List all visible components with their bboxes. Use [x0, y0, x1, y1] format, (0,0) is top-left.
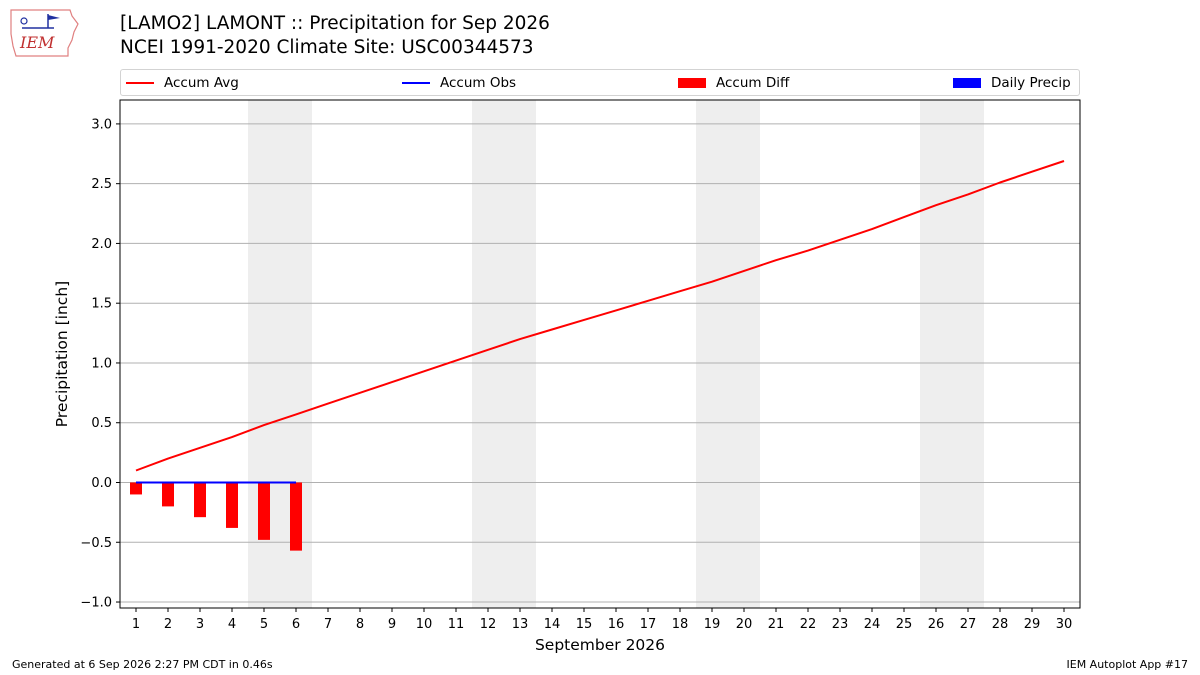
legend-swatch-accum-diff: [678, 77, 706, 88]
x-tick-label: 12: [480, 617, 497, 632]
footer-generated: Generated at 6 Sep 2026 2:27 PM CDT in 0…: [12, 658, 273, 671]
x-tick-label: 5: [260, 617, 268, 632]
legend-item-accum-avg: Accum Avg: [126, 70, 239, 95]
plot-frame: [119, 99, 1081, 609]
legend-swatch-daily-precip: [953, 77, 981, 88]
x-axis-label: September 2026: [535, 636, 665, 654]
x-tick-label: 15: [576, 617, 593, 632]
y-tick-label: 2.0: [91, 237, 112, 252]
weekend-shade-day-19: [696, 100, 728, 608]
y-tick-label: −1.0: [80, 596, 112, 611]
accum-diff-bar-day-5: [258, 482, 270, 540]
legend-swatch-accum-obs: [402, 81, 430, 84]
accum-avg-line: [135, 160, 1065, 472]
x-tick-label: 29: [1024, 617, 1041, 632]
x-tick-label: 10: [416, 617, 433, 632]
legend-item-accum-diff: Accum Diff: [678, 70, 789, 95]
y-tick-label: 1.5: [91, 297, 112, 312]
footer-app: IEM Autoplot App #17: [1066, 658, 1189, 671]
x-tick-label: 3: [196, 617, 204, 632]
accum-diff-bar-day-2: [162, 482, 174, 507]
y-tick-label: 2.5: [91, 177, 112, 192]
legend-label-accum-avg: Accum Avg: [164, 74, 239, 91]
x-tick-label: 30: [1056, 617, 1073, 632]
y-tick-label: 3.0: [91, 117, 112, 132]
weekend-shade-day-20: [728, 100, 760, 608]
y-tick-label: 1.0: [91, 356, 112, 371]
y-axis-ticks: 3.0 2.5 2.0 1.5 1.0 0.5 0.0 −0.5 −1.0: [80, 117, 120, 611]
title-line-1: [LAMO2] LAMONT :: Precipitation for Sep …: [120, 13, 550, 34]
x-tick-label: 24: [864, 617, 881, 632]
legend-item-accum-obs: Accum Obs: [402, 70, 516, 95]
accum-diff-bars: [130, 482, 302, 551]
x-tick-label: 16: [608, 617, 625, 632]
legend-swatch-accum-avg: [126, 81, 154, 84]
title-line-2: NCEI 1991-2020 Climate Site: USC00344573: [120, 37, 534, 58]
x-tick-label: 1: [132, 617, 140, 632]
x-axis-ticks: 1 2 3 4 5 6 7 8 9 10 11 12 13 14 15 16 17 18 19 20 21 22 23 24 2…: [132, 608, 1072, 632]
x-tick-label: 22: [800, 617, 817, 632]
x-tick-label: 6: [292, 617, 300, 632]
iem-logo: IEM: [10, 9, 79, 57]
x-tick-label: 28: [992, 617, 1009, 632]
x-tick-label: 8: [356, 617, 364, 632]
x-tick-label: 13: [512, 617, 529, 632]
y-tick-label: 0.5: [91, 416, 112, 431]
x-tick-label: 18: [672, 617, 689, 632]
accum-diff-bar-day-1: [130, 482, 142, 495]
x-tick-label: 26: [928, 617, 945, 632]
iowa-outline-icon: [10, 9, 79, 57]
accum-diff-bar-day-6: [290, 482, 302, 551]
x-tick-label: 7: [324, 617, 332, 632]
x-tick-label: 19: [704, 617, 721, 632]
chart-legend: Accum Avg Accum Obs Accum Diff Daily Pre…: [120, 69, 1080, 96]
series-lines: [135, 160, 1065, 484]
x-tick-label: 25: [896, 617, 913, 632]
weekend-shading: [248, 100, 984, 608]
x-tick-label: 27: [960, 617, 977, 632]
y-tick-label: 0.0: [91, 476, 112, 491]
x-tick-label: 23: [832, 617, 849, 632]
legend-label-accum-obs: Accum Obs: [440, 74, 517, 91]
accum-diff-bar-day-4: [226, 482, 238, 528]
x-tick-label: 9: [388, 617, 396, 632]
weekend-shade-day-13: [504, 100, 536, 608]
weekend-shade-day-27: [952, 100, 984, 608]
legend-item-daily-precip: Daily Precip: [953, 70, 1071, 95]
x-tick-label: 14: [544, 617, 561, 632]
x-tick-label: 11: [448, 617, 465, 632]
x-tick-label: 21: [768, 617, 785, 632]
x-tick-label: 4: [228, 617, 236, 632]
legend-label-daily-precip: Daily Precip: [991, 74, 1071, 91]
y-tick-label: −0.5: [80, 536, 112, 551]
weekend-shade-day-26: [920, 100, 952, 608]
x-tick-label: 2: [164, 617, 172, 632]
logo-text: IEM: [19, 33, 55, 52]
chart-title: [LAMO2] LAMONT :: Precipitation for Sep …: [120, 12, 550, 60]
accum-diff-bar-day-3: [194, 482, 206, 518]
x-tick-label: 17: [640, 617, 657, 632]
x-tick-label: 20: [736, 617, 753, 632]
legend-label-accum-diff: Accum Diff: [716, 74, 790, 91]
y-axis-label: Precipitation [inch]: [53, 281, 71, 427]
